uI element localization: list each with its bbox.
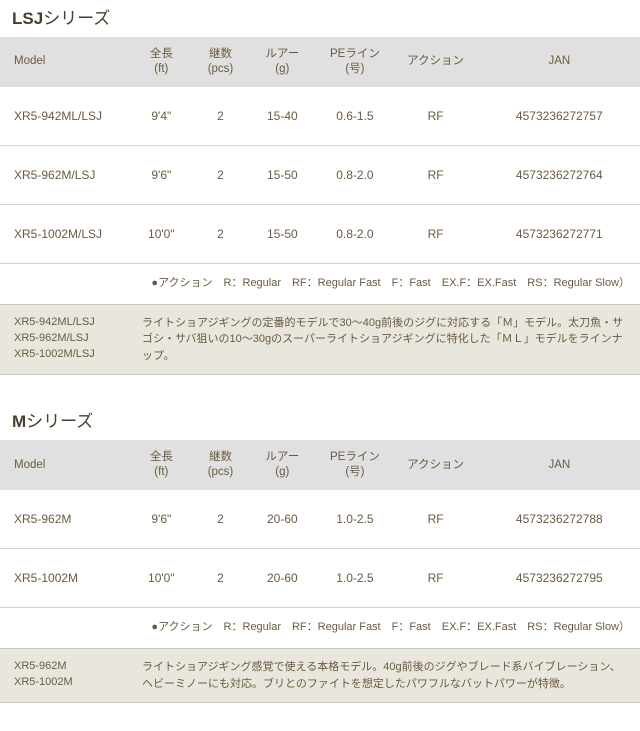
table-row: XR5-1002M10'0"220-601.0-2.5RF45732362727… [0, 549, 640, 608]
section-title-rest: シリーズ [26, 412, 93, 431]
section-title-bold: M [12, 412, 26, 431]
table-row: XR5-962M9'6"220-601.0-2.5RF4573236272788 [0, 490, 640, 549]
cell-length: 9'6" [129, 145, 194, 204]
col-header-model: Model [0, 37, 129, 87]
col-header-pcs: 継数(pcs) [194, 440, 248, 490]
action-legend: ●アクション R：Regular RF：Regular Fast F：Fast … [0, 608, 640, 648]
cell-pe: 0.6-1.5 [317, 87, 392, 146]
cell-action: RF [393, 549, 479, 608]
cell-model: XR5-962M/LSJ [0, 145, 129, 204]
note-text: ライトショアジギングの定番的モデルで30～40g前後のジグに対応する「Ｍ」モデル… [142, 315, 626, 365]
note-text: ライトショアジギング感覚で使える本格モデル。40g前後のジグやブレード系バイブレ… [142, 659, 626, 692]
col-header-action: アクション [393, 440, 479, 490]
cell-jan: 4573236272771 [479, 204, 640, 263]
cell-model: XR5-1002M [0, 549, 129, 608]
col-header-action: アクション [393, 37, 479, 87]
cell-lure: 20-60 [247, 490, 317, 549]
col-header-pcs: 継数(pcs) [194, 37, 248, 87]
table-row: XR5-962M/LSJ9'6"215-500.8-2.0RF457323627… [0, 145, 640, 204]
action-legend: ●アクション R：Regular RF：Regular Fast F：Fast … [0, 264, 640, 304]
col-header-pe: PEライン(号) [317, 37, 392, 87]
spec-table: Model全長(ft)継数(pcs)ルアー(g)PEライン(号)アクションJAN… [0, 37, 640, 264]
cell-jan: 4573236272764 [479, 145, 640, 204]
cell-lure: 15-50 [247, 204, 317, 263]
note-box: XR5-962M XR5-1002M ライトショアジギング感覚で使える本格モデル。… [0, 648, 640, 703]
cell-pe: 0.8-2.0 [317, 145, 392, 204]
note-models: XR5-942ML/LSJ XR5-962M/LSJ XR5-1002M/LSJ [14, 315, 124, 365]
cell-length: 9'6" [129, 490, 194, 549]
cell-lure: 15-50 [247, 145, 317, 204]
col-header-length: 全長(ft) [129, 440, 194, 490]
cell-pcs: 2 [194, 490, 248, 549]
cell-jan: 4573236272788 [479, 490, 640, 549]
cell-jan: 4573236272795 [479, 549, 640, 608]
cell-pcs: 2 [194, 549, 248, 608]
table-row: XR5-1002M/LSJ10'0"215-500.8-2.0RF4573236… [0, 204, 640, 263]
cell-length: 9'4" [129, 87, 194, 146]
cell-pe: 1.0-2.5 [317, 490, 392, 549]
col-header-lure: ルアー(g) [247, 37, 317, 87]
col-header-jan: JAN [479, 37, 640, 87]
cell-pcs: 2 [194, 87, 248, 146]
col-header-lure: ルアー(g) [247, 440, 317, 490]
col-header-model: Model [0, 440, 129, 490]
section-title-rest: シリーズ [43, 9, 110, 28]
cell-action: RF [393, 490, 479, 549]
cell-jan: 4573236272757 [479, 87, 640, 146]
cell-length: 10'0" [129, 549, 194, 608]
cell-pe: 0.8-2.0 [317, 204, 392, 263]
col-header-pe: PEライン(号) [317, 440, 392, 490]
section-title: Mシリーズ [0, 403, 640, 440]
note-box: XR5-942ML/LSJ XR5-962M/LSJ XR5-1002M/LSJ… [0, 304, 640, 376]
note-models: XR5-962M XR5-1002M [14, 659, 124, 692]
cell-lure: 20-60 [247, 549, 317, 608]
cell-pcs: 2 [194, 145, 248, 204]
cell-length: 10'0" [129, 204, 194, 263]
cell-lure: 15-40 [247, 87, 317, 146]
spec-table: Model全長(ft)継数(pcs)ルアー(g)PEライン(号)アクションJAN… [0, 440, 640, 608]
section-title: LSJシリーズ [0, 0, 640, 37]
cell-action: RF [393, 145, 479, 204]
cell-action: RF [393, 87, 479, 146]
col-header-jan: JAN [479, 440, 640, 490]
cell-model: XR5-942ML/LSJ [0, 87, 129, 146]
col-header-length: 全長(ft) [129, 37, 194, 87]
cell-model: XR5-962M [0, 490, 129, 549]
table-row: XR5-942ML/LSJ9'4"215-400.6-1.5RF45732362… [0, 87, 640, 146]
section-title-bold: LSJ [12, 9, 43, 28]
cell-pe: 1.0-2.5 [317, 549, 392, 608]
cell-model: XR5-1002M/LSJ [0, 204, 129, 263]
cell-pcs: 2 [194, 204, 248, 263]
cell-action: RF [393, 204, 479, 263]
